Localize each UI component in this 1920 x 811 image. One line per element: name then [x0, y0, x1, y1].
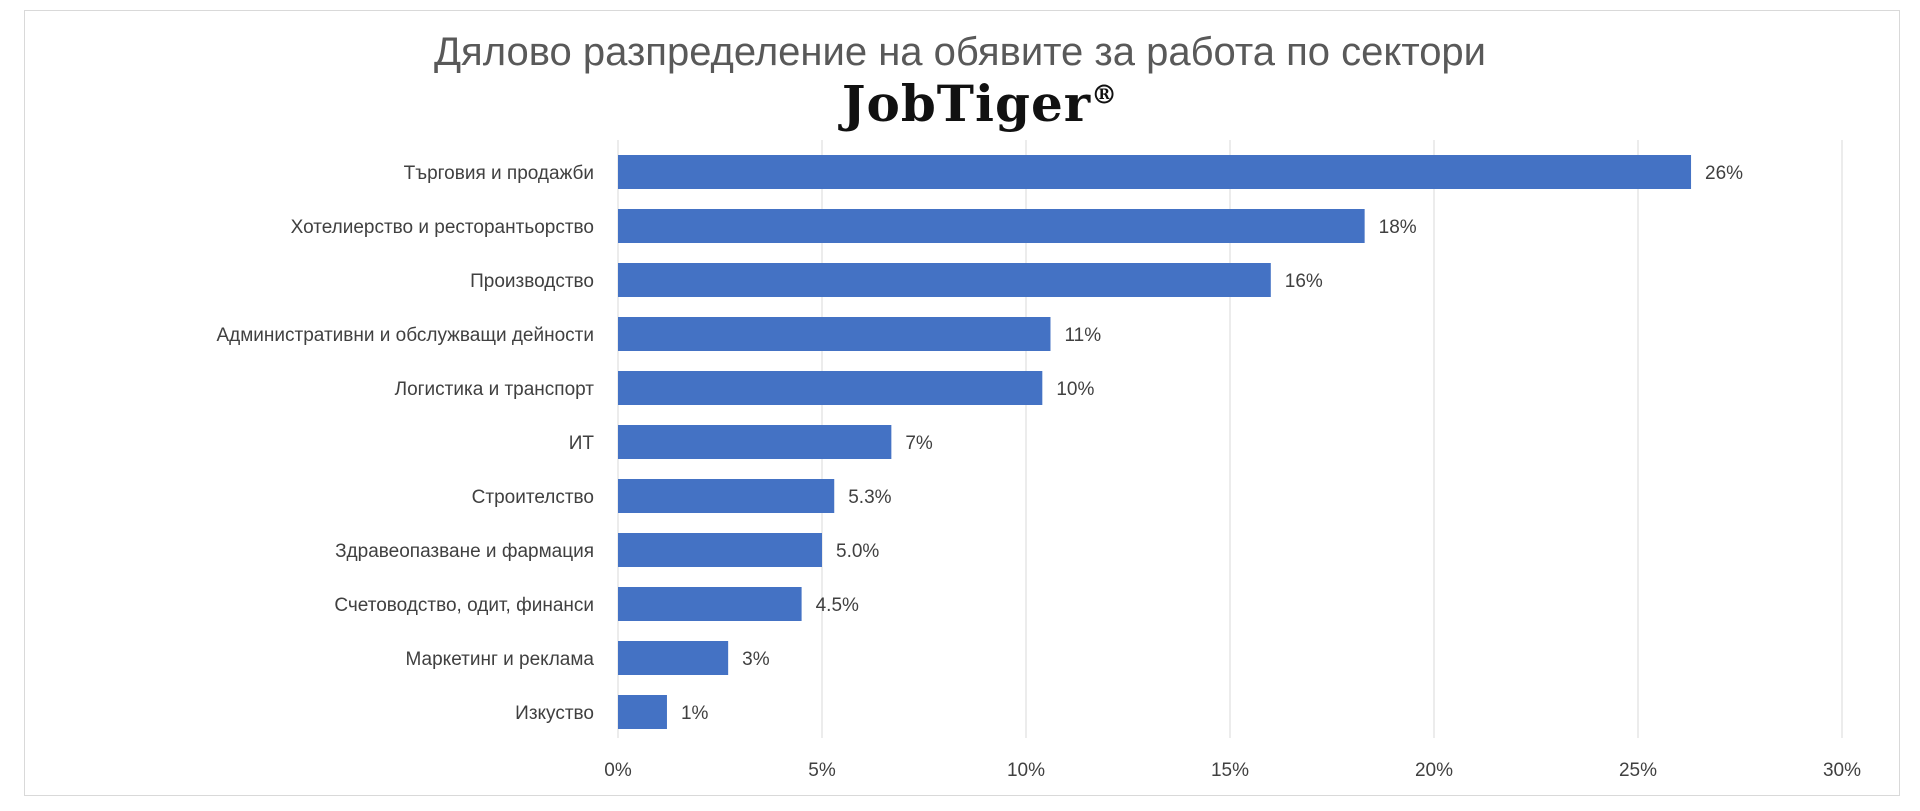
data-label: 18% — [1379, 217, 1417, 238]
bar — [618, 425, 892, 459]
category-label: Здравеопазване и фармация — [335, 541, 594, 562]
bar — [618, 371, 1043, 405]
data-label: 10% — [1056, 379, 1094, 400]
bar — [618, 533, 822, 567]
data-label: 7% — [905, 433, 933, 454]
x-tick-label: 5% — [808, 760, 836, 781]
category-label: Строителство — [472, 487, 594, 508]
x-tick-label: 20% — [1415, 760, 1453, 781]
bar — [618, 155, 1692, 189]
category-label: Логистика и транспорт — [395, 379, 595, 400]
x-tick-label: 30% — [1823, 760, 1861, 781]
data-label: 3% — [742, 649, 770, 670]
data-labels: 26% 18% 16% 11% 10% 7% 5.3% 5.0% 4.5% 3% 1% — [681, 163, 1743, 724]
x-tick-label: 0% — [604, 760, 632, 781]
category-label: Производство — [470, 271, 594, 292]
data-label: 16% — [1285, 271, 1323, 292]
category-label: Маркетинг и реклама — [406, 649, 595, 670]
category-label: Административни и обслужващи дейности — [216, 325, 594, 346]
chart-title: Дялово разпределение на обявите за работ… — [433, 30, 1487, 74]
data-label: 26% — [1705, 163, 1743, 184]
data-label: 5.0% — [836, 541, 879, 562]
bar — [618, 695, 667, 729]
bars — [618, 155, 1692, 729]
brand-logo: JobTiger® — [0, 74, 1920, 133]
bar — [618, 479, 835, 513]
x-tick-label: 25% — [1619, 760, 1657, 781]
category-label: ИТ — [569, 433, 595, 454]
data-label: 4.5% — [816, 595, 859, 616]
category-label: Търговия и продажби — [404, 163, 594, 184]
data-label: 11% — [1064, 325, 1101, 346]
registered-mark: ® — [1091, 80, 1119, 111]
x-tick-label: 15% — [1211, 760, 1249, 781]
category-label: Изкуство — [515, 703, 594, 724]
category-label: Счетоводство, одит, финанси — [334, 595, 594, 616]
x-axis-tick-labels: 0% 5% 10% 15% 20% 25% 30% — [604, 760, 1861, 781]
bar — [618, 263, 1271, 297]
bar — [618, 641, 729, 675]
x-tick-label: 10% — [1007, 760, 1045, 781]
data-label: 5.3% — [848, 487, 891, 508]
bar — [618, 587, 802, 621]
bar — [618, 317, 1051, 351]
data-label: 1% — [681, 703, 709, 724]
category-labels: Търговия и продажби Хотелиерство и рестор… — [216, 163, 594, 724]
category-label: Хотелиерство и ресторантьорство — [291, 217, 594, 238]
brand-logo-text: JobTiger® — [841, 74, 1119, 133]
bar — [618, 209, 1365, 243]
